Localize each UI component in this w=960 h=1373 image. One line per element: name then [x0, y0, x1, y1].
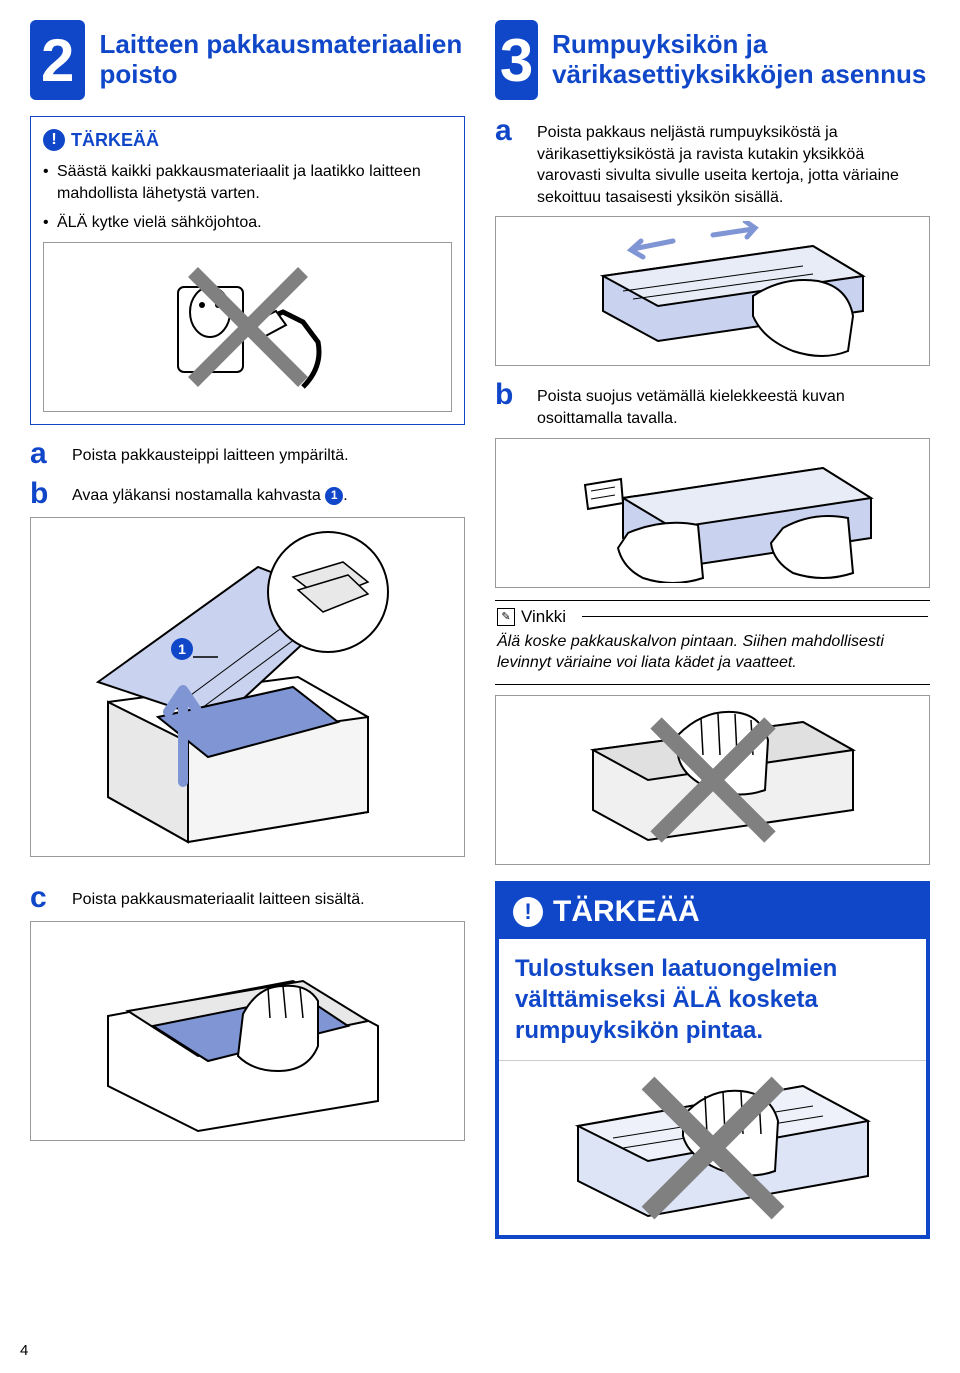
step2-important-header: ! TÄRKEÄÄ — [43, 129, 452, 151]
vinkki-text: Älä koske pakkauskalvon pintaan. Siihen … — [497, 631, 928, 674]
vinkki-box: ✎ Vinkki Älä koske pakkauskalvon pintaan… — [495, 600, 930, 685]
substep-letter: b — [495, 380, 521, 410]
step3-title: Rumpuyksikön ja värikasettiyksikköjen as… — [552, 30, 930, 90]
important-big-label: TÄRKEÄÄ — [553, 895, 700, 929]
step2-c-illustration — [30, 921, 465, 1141]
step2-plug-illustration — [43, 242, 452, 412]
important-big-header: ! TÄRKEÄÄ — [499, 885, 926, 939]
substep-letter: a — [30, 439, 56, 469]
step2-important-box: ! TÄRKEÄÄ Säästä kaikki pakkausmateriaal… — [30, 116, 465, 425]
step3-b-illustration — [495, 438, 930, 588]
step3-vinkki-illustration — [495, 695, 930, 865]
step3-header: 3 Rumpuyksikön ja värikasettiyksikköjen … — [495, 20, 930, 100]
important-big-body: Tulostuksen laatuongelmien välttämiseksi… — [499, 939, 926, 1061]
step3-a-illustration — [495, 216, 930, 366]
substep-letter: a — [495, 116, 521, 146]
substep-letter: c — [30, 883, 56, 913]
step3-number: 3 — [495, 20, 538, 100]
substep-text-post: . — [343, 487, 347, 504]
substep-text-pre: Avaa yläkansi nostamalla kahvasta — [72, 487, 325, 504]
exclaim-icon: ! — [43, 129, 65, 151]
page-number: 4 — [20, 1342, 28, 1359]
note-icon: ✎ — [497, 608, 515, 626]
substep-text: Poista pakkausmateriaalit laitteen sisäl… — [72, 883, 365, 911]
step3-substep-b: b Poista suojus vetämällä kielekkeestä k… — [495, 380, 930, 429]
num-badge-1: 1 — [325, 487, 343, 505]
step2-important-label: TÄRKEÄÄ — [71, 130, 159, 151]
vinkki-header: ✎ Vinkki — [497, 607, 928, 627]
cross-icon — [638, 1073, 788, 1223]
important-big-illustration — [499, 1060, 926, 1235]
step2-number: 2 — [30, 20, 85, 100]
important-big-box: ! TÄRKEÄÄ Tulostuksen laatuongelmien väl… — [495, 881, 930, 1240]
substep-text: Poista pakkaus neljästä rumpuyksiköstä j… — [537, 116, 930, 208]
step2-bullet-1: Säästä kaikki pakkausmateriaalit ja laat… — [43, 161, 452, 204]
step2-substep-a: a Poista pakkausteippi laitteen ympärilt… — [30, 439, 465, 469]
step2-header: 2 Laitteen pakkausmateriaalien poisto — [30, 20, 465, 100]
step2-title: Laitteen pakkausmateriaalien poisto — [99, 30, 465, 90]
step2-substep-c: c Poista pakkausmateriaalit laitteen sis… — [30, 883, 465, 913]
cross-icon — [648, 715, 778, 845]
step2-bullet-2: ÄLÄ kytke vielä sähköjohtoa. — [43, 212, 452, 234]
cross-icon — [188, 267, 308, 387]
step2-substep-b: b Avaa yläkansi nostamalla kahvasta 1. — [30, 479, 465, 509]
substep-text: Poista suojus vetämällä kielekkeestä kuv… — [537, 380, 930, 429]
vinkki-label: Vinkki — [521, 607, 566, 627]
step2-b-illustration: 1 — [30, 517, 465, 857]
exclaim-icon: ! — [513, 897, 543, 927]
step3-substep-a: a Poista pakkaus neljästä rumpuyksiköstä… — [495, 116, 930, 208]
num-badge-1-callout: 1 — [171, 638, 193, 660]
substep-text: Poista pakkausteippi laitteen ympäriltä. — [72, 439, 349, 467]
substep-text: Avaa yläkansi nostamalla kahvasta 1. — [72, 479, 348, 507]
substep-letter: b — [30, 479, 56, 509]
